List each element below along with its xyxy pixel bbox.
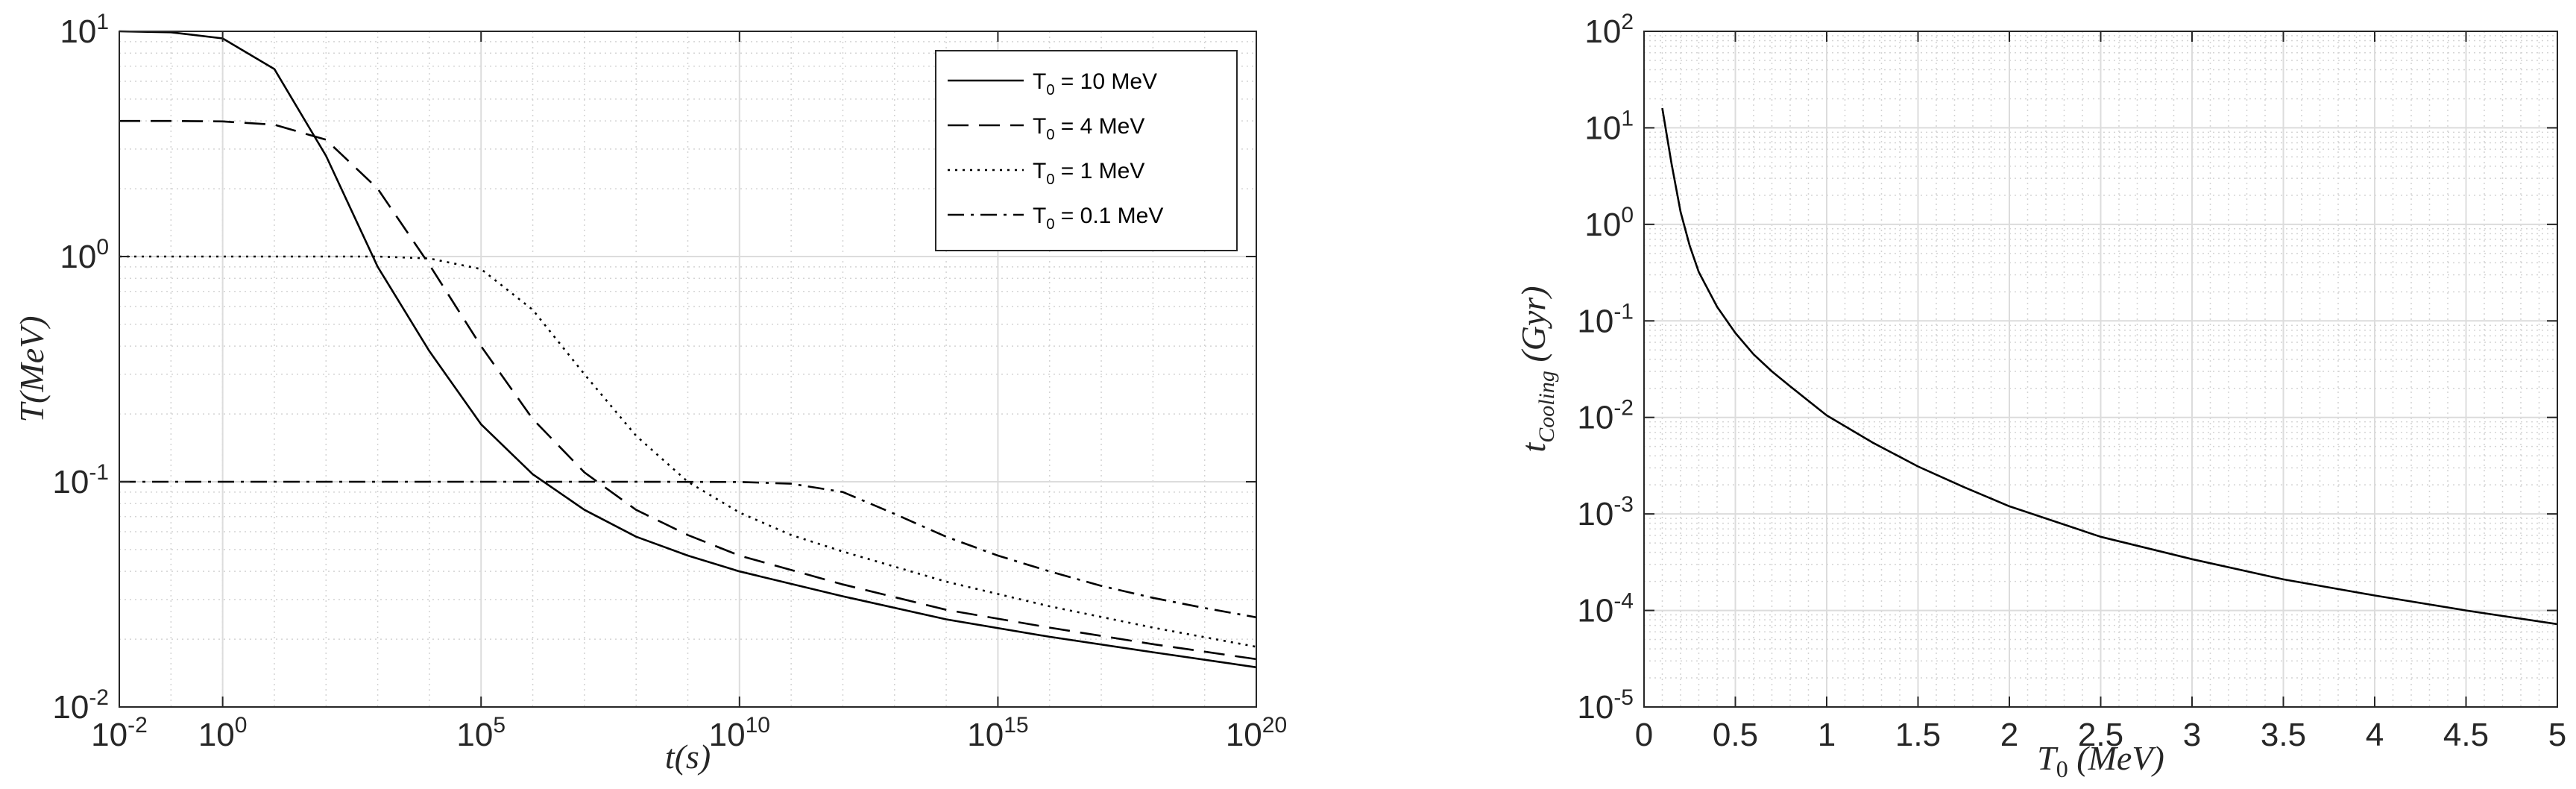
series-group [119,30,1257,669]
series-line-0 [1661,107,2558,626]
x-tick-label: 4 [2366,717,2384,753]
grid [1643,31,2558,708]
y-axis-label: T(MeV) [13,315,51,422]
x-tick-label: 2.5 [2078,717,2123,753]
x-axis-label: T0 (MeV) [2037,739,2164,782]
y-tick-label: 10-1 [52,460,109,500]
y-tick-label: 100 [60,235,109,275]
x-tick-label: 1.5 [1895,717,1941,753]
x-tick-label: 3.5 [2261,717,2306,753]
temperature-vs-time-plot: 10-2 100 105 1010 1015 1020 10-2 10-1 100 101 t(s)… [13,10,1287,776]
x-tick-label: 0.5 [1713,717,1758,753]
x-tick-label: 105 [456,713,506,753]
y-tick-label: 101 [60,10,109,50]
series-line-2 [119,255,1257,648]
y-tick-label: 10-2 [52,685,109,726]
x-tick-label: 4.5 [2443,717,2489,753]
x-tick-label: 10-2 [91,713,148,753]
x-axis-label: t(s) [665,738,711,776]
x-tick-label: 1015 [967,713,1028,753]
y-axis-label: tCooling (Gyr) [1514,286,1559,452]
axes-box [119,31,1257,708]
y-tick-label: 10-1 [1577,299,1634,339]
legend-entry: T0 = 10 MeV [1033,69,1157,98]
legend-entry: T0 = 0.1 MeV [1033,204,1163,233]
legend-entry: T0 = 4 MeV [1033,114,1144,143]
legend: T0 = 10 MeV T0 = 4 MeV T0 = 1 MeV T0 = 0.1 … [935,50,1238,251]
y-tick-label: 100 [1584,203,1634,243]
x-tick-label: 2 [2000,717,2018,753]
x-tick-label: 0 [1635,717,1653,753]
y-tick-label: 10-2 [1577,396,1634,436]
series-line-0 [119,30,1257,669]
y-tick-label: 102 [1584,10,1634,50]
cooling-time-vs-initial-temperature-plot: 0 0.5 1 1.5 2 2.5 3 3.5 4 4.5 5 10-5 10-4 10-3 10-2 10-… [1514,10,2566,782]
x-tick-label: 1 [1818,717,1836,753]
legend-entry: T0 = 1 MeV [1033,159,1144,188]
y-tick-label: 10-5 [1577,685,1634,726]
series-group [1661,107,2558,626]
x-tick-label: 3 [2183,717,2201,753]
y-tick-label: 10-3 [1577,492,1634,532]
y-tick-label: 10-4 [1577,589,1634,629]
y-tick-label: 101 [1584,106,1634,146]
series-line-3 [119,480,1257,619]
x-tick-label: 1020 [1226,713,1287,753]
series-line-1 [119,119,1257,661]
x-tick-label: 100 [198,713,248,753]
legend-box [935,50,1238,251]
x-tick-label: 1010 [709,713,770,753]
x-tick-label: 5 [2548,717,2566,753]
